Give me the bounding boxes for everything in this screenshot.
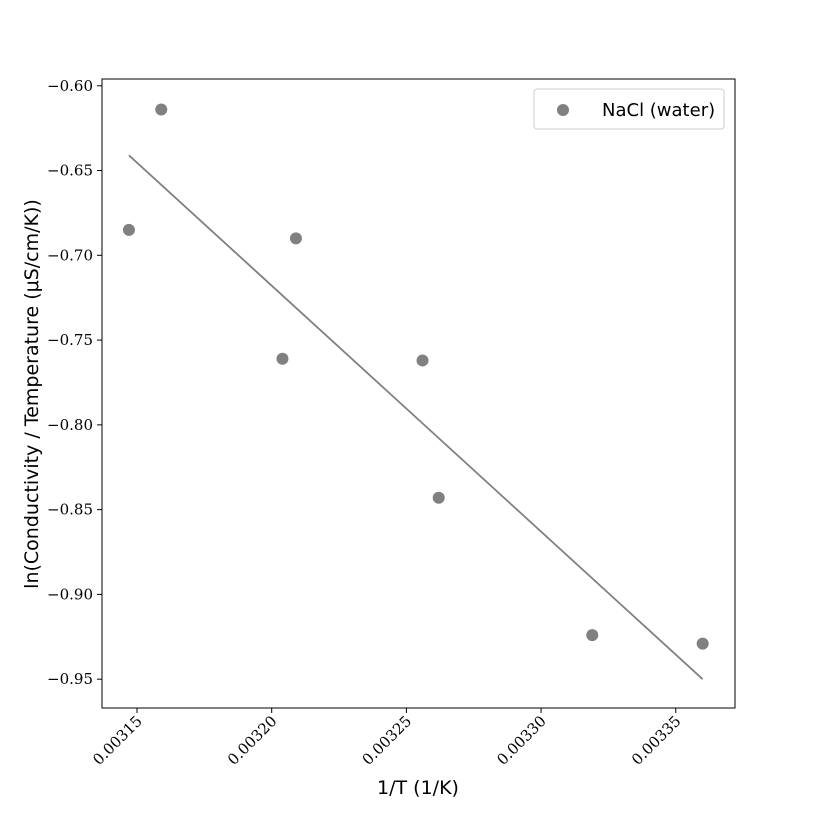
x-tick-label: 0.00315	[89, 712, 146, 769]
fit-line	[128, 154, 704, 680]
y-tick-label: −0.95	[47, 670, 93, 688]
y-axis: −0.60 −0.65 −0.70 −0.75 −0.80 −0.85 −0.90 −0.95	[47, 77, 102, 688]
y-tick-label: −0.90	[47, 585, 93, 603]
data-point	[696, 637, 709, 650]
y-axis-label: ln(Conductivity / Temperature (μS/cm/K))	[21, 199, 43, 589]
y-tick-label: −0.80	[47, 416, 93, 434]
points-layer	[122, 103, 709, 650]
data-point	[416, 354, 429, 367]
data-point	[432, 491, 445, 504]
data-point	[289, 232, 302, 245]
y-tick-label: −0.75	[47, 331, 93, 349]
data-point	[586, 629, 599, 642]
legend-entry-nacl: NaCl (water)	[602, 100, 715, 121]
x-axis: 0.00315 0.00320 0.00325 0.00330 0.00335	[89, 708, 685, 769]
x-tick-label: 0.00335	[628, 712, 685, 769]
legend: NaCl (water)	[533, 88, 725, 130]
y-tick-label: −0.70	[47, 246, 93, 264]
x-tick-label: 0.00330	[493, 712, 550, 769]
data-point	[122, 223, 135, 236]
data-point	[276, 352, 289, 365]
legend-marker	[557, 104, 569, 116]
legend-box	[533, 88, 725, 130]
x-tick-label: 0.00320	[224, 712, 281, 769]
y-tick-label: −0.60	[47, 77, 93, 95]
x-tick-label: 0.00325	[359, 712, 416, 769]
data-point	[155, 103, 168, 116]
y-tick-label: −0.85	[47, 501, 93, 519]
fit-line-layer	[128, 154, 704, 680]
y-tick-label: −0.65	[47, 162, 93, 180]
plot-frame	[101, 78, 736, 709]
x-axis-label: 1/T (1/K)	[377, 777, 459, 799]
